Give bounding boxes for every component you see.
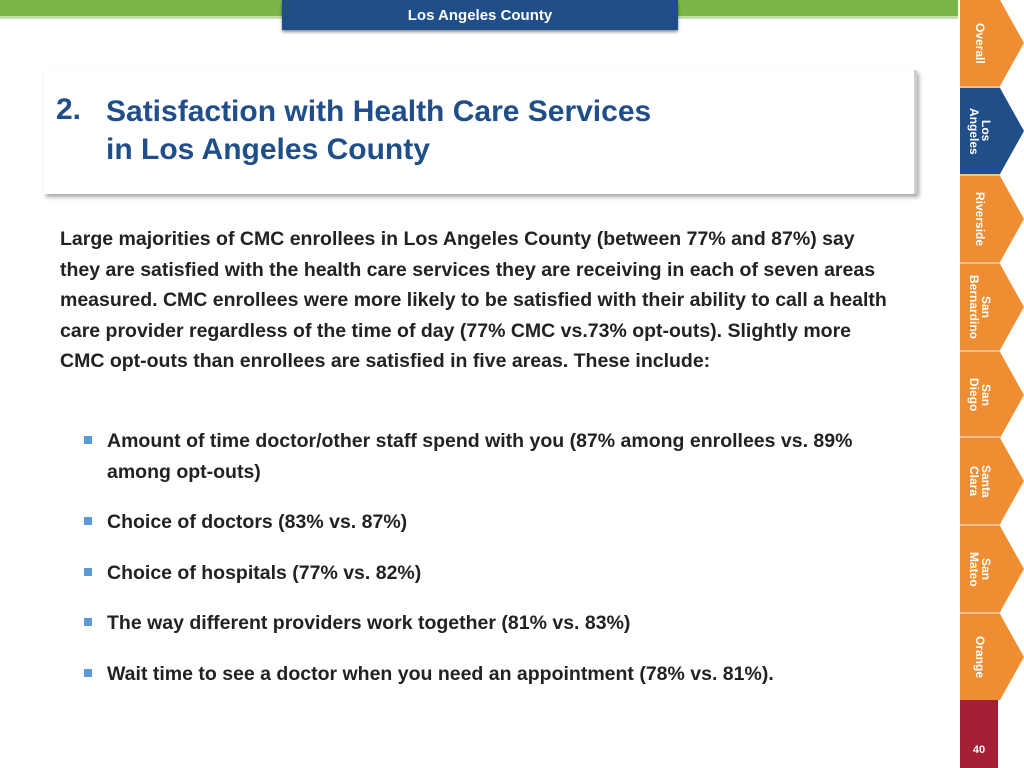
nav-tab-riverside[interactable]: Riverside bbox=[960, 176, 1024, 262]
list-item-text: Wait time to see a doctor when you need … bbox=[107, 662, 774, 685]
nav-divider bbox=[960, 262, 1000, 264]
nav-tab-orange[interactable]: Orange bbox=[960, 614, 1024, 700]
nav-divider bbox=[960, 350, 1000, 352]
county-header-label: Los Angeles County bbox=[407, 6, 553, 24]
list-item-text: Choice of doctors (83% vs. 87%) bbox=[107, 511, 408, 533]
square-bullet-icon bbox=[84, 517, 92, 525]
square-bullet-icon bbox=[84, 567, 92, 576]
square-bullet-icon bbox=[84, 436, 92, 444]
nav-tab-san-bernardino[interactable]: San Bernardino bbox=[960, 264, 1024, 350]
section-number: 2. bbox=[56, 93, 82, 126]
page-title: Satisfaction with Health Care Services i… bbox=[106, 93, 866, 169]
page-title-line-2: in Los Angeles County bbox=[106, 133, 430, 166]
square-bullet-icon bbox=[84, 618, 92, 626]
list-item: Choice of doctors (83% vs. 87%) bbox=[82, 507, 912, 538]
page-number: 40 bbox=[972, 744, 986, 756]
page-title-line-1: Satisfaction with Health Care Services bbox=[106, 95, 652, 128]
nav-tab-overall[interactable]: Overall bbox=[960, 0, 1024, 86]
nav-divider bbox=[960, 524, 1000, 526]
summary-paragraph: Large majorities of CMC enrollees in Los… bbox=[60, 228, 887, 372]
square-bullet-icon bbox=[84, 668, 92, 677]
nav-tab-label: Santa Clara bbox=[967, 464, 993, 498]
nav-tab-san-diego[interactable]: San Diego bbox=[960, 352, 1024, 438]
list-item: The way different providers work togethe… bbox=[82, 608, 912, 639]
nav-tab-label: Overall bbox=[973, 22, 987, 64]
county-header-tab: Los Angeles County bbox=[282, 0, 678, 30]
nav-divider bbox=[960, 174, 1000, 176]
list-item-text: Choice of hospitals (77% vs. 82%) bbox=[107, 561, 422, 584]
nav-divider bbox=[960, 612, 1000, 614]
nav-tab-label: Orange bbox=[973, 635, 987, 678]
nav-tab-label: San Diego bbox=[967, 378, 993, 412]
list-item: Choice of hospitals (77% vs. 82%) bbox=[82, 558, 912, 589]
list-item-text: The way different providers work togethe… bbox=[107, 612, 631, 634]
list-item: Wait time to see a doctor when you need … bbox=[82, 659, 912, 690]
nav-divider bbox=[960, 86, 1000, 88]
findings-list: Amount of time doctor/other staff spend … bbox=[82, 426, 912, 709]
nav-tab-label: San Mateo bbox=[967, 551, 993, 587]
nav-tab-los-angeles[interactable]: Los Angeles bbox=[960, 88, 1024, 174]
page-number-block-edge bbox=[998, 700, 1024, 768]
list-item-text: Amount of time doctor/other staff spend … bbox=[107, 430, 853, 483]
nav-tab-label: Riverside bbox=[973, 191, 987, 247]
nav-tab-label: San Bernardino bbox=[967, 274, 993, 339]
list-item: Amount of time doctor/other staff spend … bbox=[82, 426, 912, 487]
county-nav-sidebar: Overall Los Angeles Riverside San Bernar… bbox=[958, 0, 1024, 768]
nav-tab-san-mateo[interactable]: San Mateo bbox=[960, 526, 1024, 612]
title-box bbox=[44, 70, 917, 194]
nav-divider bbox=[960, 436, 1000, 438]
page-number-block bbox=[960, 700, 998, 768]
nav-tab-santa-clara[interactable]: Santa Clara bbox=[960, 438, 1024, 524]
nav-tab-label: Los Angeles bbox=[967, 107, 993, 155]
